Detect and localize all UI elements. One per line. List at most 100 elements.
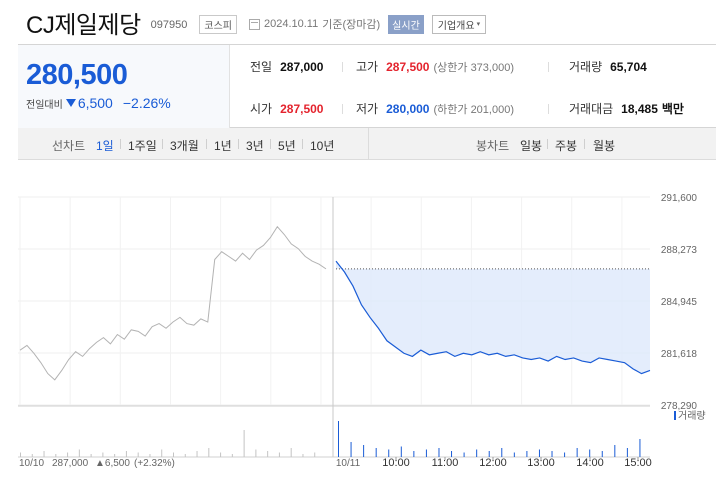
volume-bar xyxy=(43,451,45,457)
stat-value: 65,704 xyxy=(610,60,647,74)
upper-limit: (상한가 373,000) xyxy=(433,62,514,74)
down-arrow-icon xyxy=(65,99,76,107)
volume-bar xyxy=(90,454,92,457)
chevron-down-icon: ▾ xyxy=(476,21,481,28)
x-axis-labels: 10/11 10:00 11:00 12:00 13:00 14:00 15:00 xyxy=(336,457,652,469)
stat-low: 저가 280,000 (하한가 201,000) xyxy=(356,100,514,117)
y-tick-label: 291,600 xyxy=(661,193,698,204)
realtime-badge[interactable]: 실시간 xyxy=(388,14,424,34)
stat-unit: 백만 xyxy=(661,102,684,116)
tab-1day[interactable]: 1일 xyxy=(96,139,114,153)
divider xyxy=(120,139,121,149)
volume-bar xyxy=(564,452,566,457)
stat-value: 287,000 xyxy=(280,60,324,74)
volume-bar xyxy=(601,451,603,457)
prev-day-pct: (+2.32%) xyxy=(134,458,175,469)
y-tick-label: 284,945 xyxy=(661,297,698,308)
x-tick-label: 11:00 xyxy=(432,457,459,469)
stat-label: 고가 xyxy=(356,60,379,74)
volume-bar xyxy=(513,452,515,457)
volume-bar xyxy=(626,448,628,457)
stat-value: 287,500 xyxy=(386,60,430,74)
y-tick-label: 288,273 xyxy=(661,245,698,256)
x-tick-label: 14:00 xyxy=(576,457,604,469)
divider xyxy=(302,139,303,149)
volume-bar xyxy=(463,452,465,457)
divider xyxy=(548,62,549,72)
volume-bar xyxy=(173,452,174,457)
today-price-line xyxy=(335,260,651,375)
chart-fill-area xyxy=(336,261,650,374)
volume-bar xyxy=(114,454,116,457)
volume-bar xyxy=(400,446,402,457)
divider xyxy=(162,139,163,149)
prev-day-close: 287,000 xyxy=(52,458,89,469)
tab-weekly-candle[interactable]: 주봉 xyxy=(555,139,578,153)
volume-bar xyxy=(161,449,163,457)
stat-high: 고가 287,500 (상한가 373,000) xyxy=(356,58,514,75)
stock-code: 097950 xyxy=(150,19,188,31)
tab-1week[interactable]: 1주일 xyxy=(128,139,157,153)
volume-bar xyxy=(576,448,578,457)
prev-day-footer: 10/10 287,000 ▲6,500 (+2.32%) xyxy=(19,458,175,469)
line-chart-label: 선차트 xyxy=(52,139,86,153)
lower-limit: (하한가 201,000) xyxy=(433,104,514,116)
tab-10year[interactable]: 10년 xyxy=(310,139,335,153)
change-row: 전일대비 6,500 −2.26% xyxy=(26,95,171,111)
volume-bar xyxy=(267,451,269,457)
market-badge: 코스피 xyxy=(199,14,237,34)
divider xyxy=(342,104,343,114)
tab-5year[interactable]: 5년 xyxy=(278,139,296,153)
x-tick-label: 10/11 xyxy=(336,458,361,469)
price-panel: 280,500 전일대비 6,500 −2.26% 전일 287,000 고가 … xyxy=(18,44,716,128)
change-label: 전일대비 xyxy=(26,99,63,111)
volume-bar xyxy=(196,451,198,457)
divider xyxy=(547,139,548,149)
volume-bar xyxy=(31,454,33,457)
volume-bar xyxy=(137,452,139,457)
volume-bar xyxy=(290,448,292,457)
x-tick-label: 15:00 xyxy=(624,457,652,469)
volume-bar xyxy=(302,454,304,457)
volume-bar xyxy=(363,445,365,457)
tab-monthly-candle[interactable]: 월봉 xyxy=(593,139,616,153)
volume-bar xyxy=(314,452,316,457)
volume-bar xyxy=(375,448,377,457)
volume-bar xyxy=(338,421,339,457)
change-percent: −2.26% xyxy=(122,95,171,111)
company-info-button[interactable]: 기업개요 ▾ xyxy=(431,14,487,34)
divider xyxy=(238,139,239,149)
chart-tabs-bar: 선차트 1일 1주일 3개월 1년 3년 5년 10년 봉차트 일봉 주봉 월봉 xyxy=(18,128,716,160)
volume-bar xyxy=(526,451,528,457)
y-tick-label: 281,618 xyxy=(661,349,698,360)
volume-bar xyxy=(67,452,69,457)
divider xyxy=(206,139,207,149)
stat-label: 거래대금 xyxy=(569,102,614,116)
prev-day-price-line xyxy=(19,225,327,381)
divider xyxy=(548,104,549,114)
volume-bar xyxy=(208,448,210,457)
stock-name[interactable]: CJ제일제당 xyxy=(26,11,141,39)
volume-bar xyxy=(488,451,490,457)
volume-legend-swatch xyxy=(674,411,676,420)
current-price-box: 280,500 전일대비 6,500 −2.26% xyxy=(18,45,230,128)
company-info-label: 기업개요 xyxy=(437,20,475,32)
prev-day-date: 10/10 xyxy=(19,458,44,469)
tab-3year[interactable]: 3년 xyxy=(246,139,264,153)
y-tick-label: 278,290 xyxy=(661,401,698,412)
tab-daily-candle[interactable]: 일봉 xyxy=(520,139,543,153)
quote-basis: 기준(장마감) xyxy=(322,19,381,31)
volume-bar xyxy=(639,439,641,457)
below-prev-close-fill xyxy=(336,261,650,374)
stat-prev-close: 전일 287,000 xyxy=(250,58,323,75)
y-axis-labels: 291,600 288,273 284,945 281,618 278,290 xyxy=(661,193,698,412)
stat-value: 18,485 xyxy=(621,102,658,116)
stat-open: 시가 287,500 xyxy=(250,100,323,117)
volume-bar xyxy=(220,452,222,457)
tab-3month[interactable]: 3개월 xyxy=(170,139,199,153)
stat-label: 전일 xyxy=(250,60,273,74)
volume-bar xyxy=(476,449,478,457)
tab-1year[interactable]: 1년 xyxy=(214,139,232,153)
quote-date: 2024.10.11 xyxy=(263,18,319,30)
